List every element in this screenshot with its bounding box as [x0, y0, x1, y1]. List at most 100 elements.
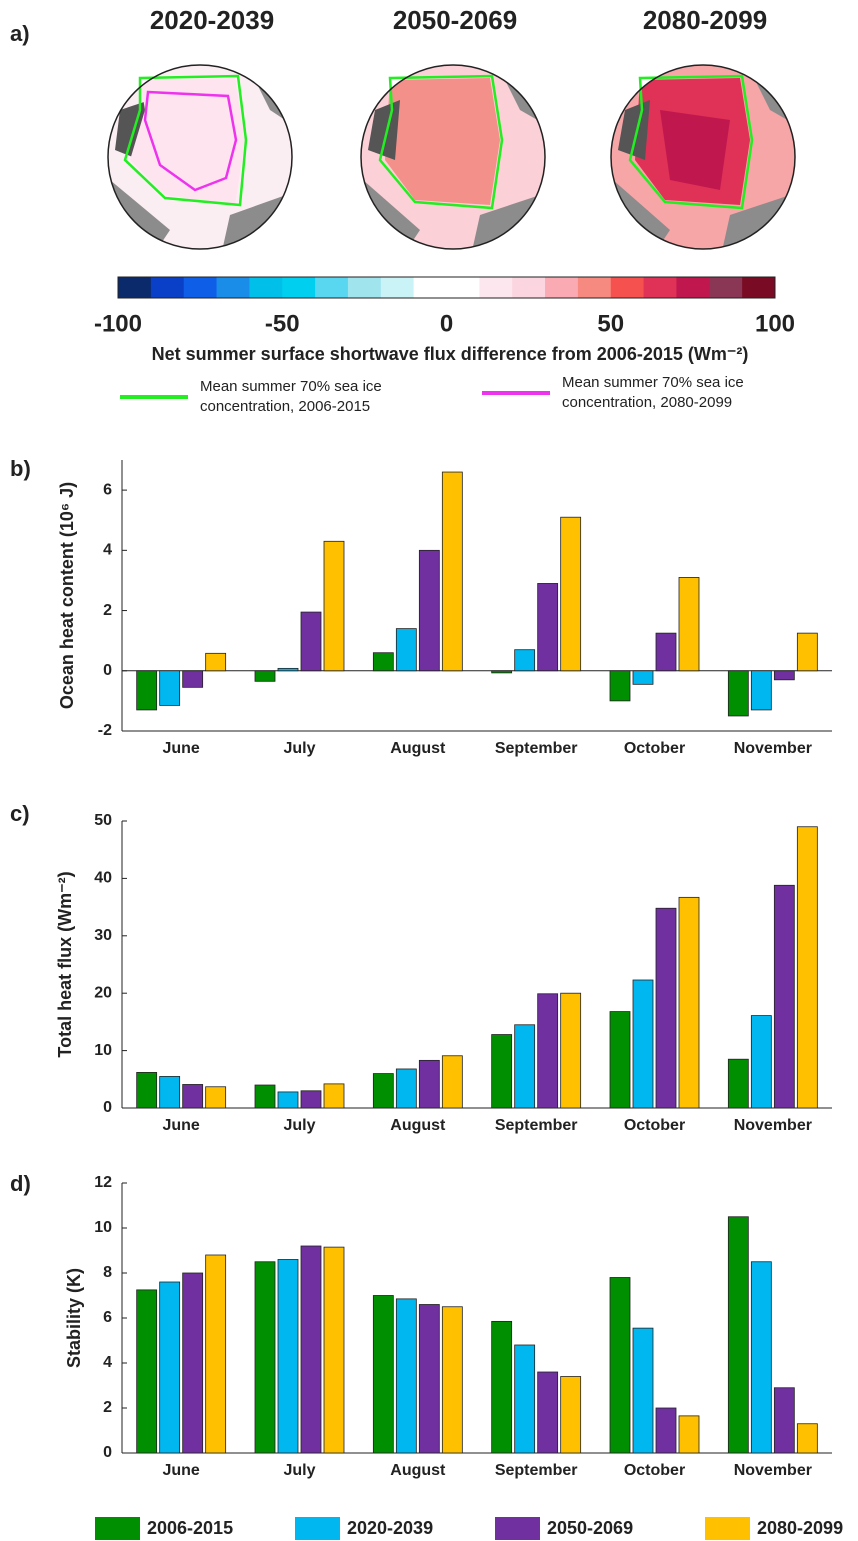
bar: [395, 1068, 417, 1109]
x-tick-label: October: [624, 1462, 685, 1479]
bar: [136, 1072, 158, 1109]
y-tick-label: 4: [103, 542, 112, 559]
bar: [609, 670, 631, 702]
x-tick-label: July: [283, 1117, 315, 1134]
colorbar-cell: [742, 277, 776, 298]
y-tick-label: 6: [103, 481, 112, 498]
bar: [632, 670, 654, 685]
bar: [205, 1254, 227, 1454]
legend-swatch: [95, 1517, 140, 1540]
y-tick-label: 10: [94, 1219, 112, 1236]
colorbar-tick-label: 0: [440, 310, 453, 337]
x-tick-label: October: [624, 1117, 685, 1134]
colorbar-cell: [610, 277, 645, 298]
bar: [560, 516, 582, 672]
bar: [678, 896, 700, 1109]
y-tick-label: 40: [94, 870, 112, 887]
y-tick-label: 30: [94, 927, 112, 944]
bar: [609, 1277, 631, 1454]
bar: [655, 907, 677, 1109]
contour-legend-text: Mean summer 70% sea ice concentration, 2…: [200, 378, 382, 415]
y-tick-label: 10: [94, 1042, 112, 1059]
bar: [773, 670, 795, 681]
bar: [727, 1216, 749, 1454]
colorbar-cell: [183, 277, 218, 298]
legend-swatch: [295, 1517, 340, 1540]
bar: [254, 1261, 276, 1454]
bar: [136, 1289, 158, 1454]
legend-label: 2020-2039: [347, 1518, 433, 1538]
map-frame: [360, 64, 546, 250]
x-tick-label: August: [390, 1117, 446, 1134]
panel-label: c): [10, 801, 30, 826]
bar: [300, 1090, 322, 1109]
colorbar-cell: [118, 277, 152, 298]
bar: [372, 652, 394, 672]
x-tick-label: June: [162, 1117, 199, 1134]
y-tick-label: 6: [103, 1309, 112, 1326]
bar: [609, 1011, 631, 1109]
colorbar-tick-label: 100: [755, 310, 795, 337]
colorbar-cell: [643, 277, 677, 298]
colorbar-tick-label: -100: [94, 310, 142, 337]
y-tick-label: 2: [103, 602, 112, 619]
contour-2006: [123, 74, 248, 207]
bar: [372, 1295, 394, 1454]
map-2: [361, 65, 545, 249]
bar: [514, 1024, 536, 1109]
y-tick-label: 4: [103, 1354, 112, 1371]
bar: [491, 1034, 513, 1109]
y-axis-label: Total heat flux (Wm⁻²): [55, 871, 75, 1057]
colorbar-cell: [446, 277, 480, 298]
bar: [418, 549, 440, 672]
bar: [678, 1415, 700, 1454]
bar: [136, 670, 158, 711]
colorbar-cell: [347, 277, 382, 298]
colorbar-cell: [216, 277, 250, 298]
colorbar-cell: [249, 277, 283, 298]
y-tick-label: -2: [98, 722, 112, 739]
map-title: 2080-2099: [643, 5, 767, 35]
colorbar-tick-label: -50: [265, 310, 300, 337]
bar: [750, 1015, 772, 1109]
bar: [514, 649, 536, 672]
x-tick-label: October: [624, 740, 685, 757]
bar: [182, 670, 204, 688]
y-tick-label: 0: [103, 662, 112, 679]
y-tick-label: 12: [94, 1174, 112, 1191]
panel-label: b): [10, 456, 31, 481]
map-title: 2020-2039: [150, 5, 274, 35]
bar: [395, 628, 417, 672]
bar: [491, 1320, 513, 1454]
colorbar-cell: [282, 277, 316, 298]
x-tick-label: August: [390, 740, 446, 757]
colorbar-cell: [413, 277, 447, 298]
bar: [632, 979, 654, 1109]
bar: [418, 1304, 440, 1454]
colorbar-cell: [315, 277, 349, 298]
map-frame: [107, 64, 293, 250]
y-axis-label: Ocean heat content (10⁶ J): [57, 482, 77, 709]
y-tick-label: 8: [103, 1264, 112, 1281]
bar: [750, 670, 772, 711]
colorbar-label: Net summer surface shortwave flux differ…: [152, 344, 749, 364]
legend-swatch: [705, 1517, 750, 1540]
colorbar-cell: [577, 277, 612, 298]
bar: [560, 1376, 582, 1454]
x-tick-label: June: [162, 740, 199, 757]
y-tick-label: 2: [103, 1399, 112, 1416]
bar: [441, 1055, 463, 1109]
bar: [655, 1407, 677, 1454]
bar: [655, 632, 677, 672]
colorbar-tick-label: 50: [597, 310, 624, 337]
x-tick-label: September: [495, 1117, 578, 1134]
panel-label: d): [10, 1171, 31, 1196]
colorbar-cell: [150, 277, 185, 298]
y-tick-label: 0: [103, 1099, 112, 1116]
bar: [205, 1086, 227, 1109]
bar: [395, 1298, 417, 1454]
x-tick-label: June: [162, 1462, 199, 1479]
colorbar-cell: [380, 277, 415, 298]
